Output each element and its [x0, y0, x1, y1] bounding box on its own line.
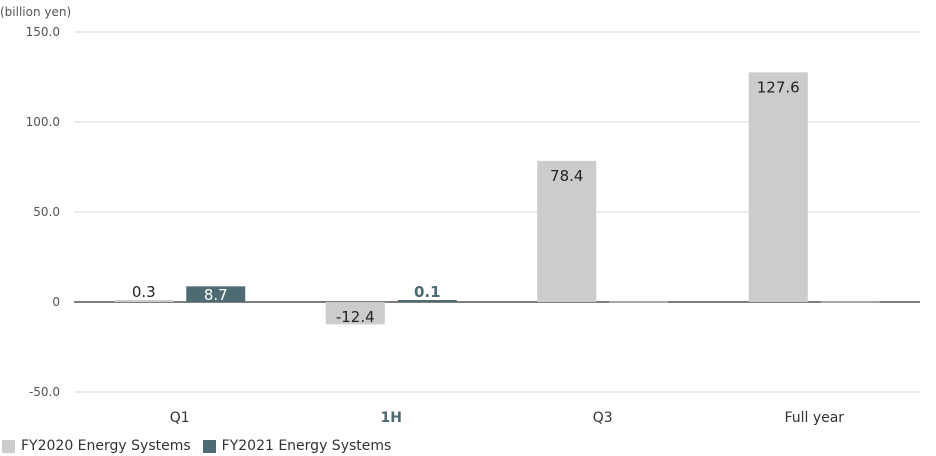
data-labels: 0.3 8.7 -12.4 0.1 78.4 127.6: [132, 78, 800, 326]
y-tick-label: 50.0: [33, 205, 60, 219]
bar-fy2020: [114, 300, 174, 302]
legend-label-fy2021: FY2021 Energy Systems: [221, 438, 392, 454]
category-label: 1H: [381, 410, 402, 426]
bar-fy2021: [397, 300, 457, 302]
bar-fy2020: [325, 302, 385, 325]
y-axis-unit-label: (billion yen): [0, 5, 71, 19]
bars: [114, 72, 880, 325]
data-label: 0.3: [132, 283, 156, 301]
bar-fy2020: [748, 72, 808, 302]
legend: FY2020 Energy Systems FY2021 Energy Syst…: [2, 438, 403, 454]
legend-swatch-fy2020: [2, 439, 15, 453]
category-labels: Q1 1H Q3 Full year: [170, 410, 845, 426]
legend-item-fy2021: FY2021 Energy Systems: [202, 438, 392, 454]
y-tick-label: -50.0: [29, 385, 60, 399]
y-tick-label: 0: [52, 295, 60, 309]
data-label: -12.4: [336, 308, 375, 326]
category-label: Q1: [170, 410, 190, 426]
y-tick-labels: 150.0 100.0 50.0 0 -50.0: [26, 25, 60, 399]
legend-label-fy2020: FY2020 Energy Systems: [21, 438, 191, 454]
data-label: 8.7: [204, 286, 228, 304]
bar-fy2020: [537, 160, 597, 302]
data-label: 127.6: [757, 78, 800, 96]
data-label: 0.1: [414, 283, 441, 301]
bar-fy2021: [186, 286, 246, 302]
category-label: Full year: [784, 410, 844, 426]
y-tick-label: 150.0: [26, 25, 60, 39]
legend-item-fy2020: FY2020 Energy Systems: [2, 438, 191, 454]
legend-swatch-fy2021: [202, 439, 216, 453]
y-tick-label: 100.0: [26, 115, 60, 129]
category-label: Q3: [593, 410, 613, 426]
data-label: 78.4: [550, 167, 583, 185]
